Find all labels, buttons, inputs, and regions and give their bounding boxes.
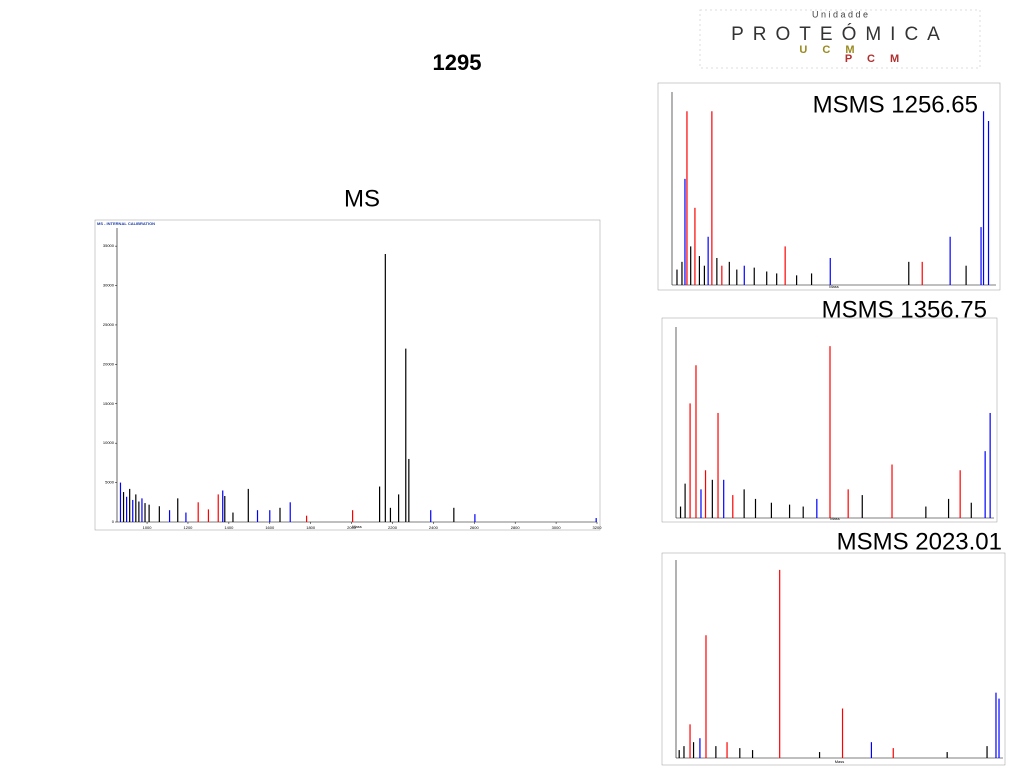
slide-title: 1295 (433, 50, 482, 75)
panel-label: MS (344, 185, 380, 212)
y-tick-label: 0 (112, 519, 115, 524)
panel-label: MSMS 2023.01 (837, 528, 1002, 555)
logo-main: PROTEÓMICA (731, 23, 949, 45)
panel-label: MSMS 1256.65 (813, 91, 978, 118)
x-tick-label: 1800 (306, 525, 316, 530)
x-axis-label: Mass (835, 759, 845, 764)
x-tick-label: 3000 (552, 525, 562, 530)
y-tick-label: 30000 (103, 283, 115, 288)
panel-frame (661, 317, 998, 523)
x-axis-label: Mass (830, 516, 840, 521)
panel-header: MS - INTERNAL CALIBRATION (97, 221, 155, 226)
x-tick-label: 2200 (388, 525, 398, 530)
panel-frame (94, 219, 601, 531)
y-tick-label: 25000 (103, 322, 115, 327)
y-tick-label: 15000 (103, 401, 115, 406)
x-tick-label: 1200 (184, 525, 194, 530)
x-axis-label: Mass (829, 284, 839, 289)
x-tick-label: 1600 (265, 525, 275, 530)
panel-frame (661, 552, 1006, 766)
y-tick-label: 5000 (105, 480, 115, 485)
x-tick-label: 2800 (511, 525, 521, 530)
x-tick-label: 1000 (143, 525, 153, 530)
logo-sub1: U C M (799, 44, 860, 56)
logo-sub2: P C M (845, 53, 905, 65)
y-tick-label: 35000 (103, 243, 115, 248)
x-axis-label: Mass (352, 524, 362, 529)
y-tick-label: 20000 (103, 361, 115, 366)
logo: U n i d a d d e PROTEÓMICA U C M P C M (699, 9, 981, 69)
x-tick-label: 2000 (347, 525, 357, 530)
x-tick-label: 2400 (429, 525, 439, 530)
x-tick-label: 2600 (470, 525, 480, 530)
x-tick-label: 3200 (593, 525, 603, 530)
logo-top: U n i d a d d e (812, 9, 868, 19)
panel-label: MSMS 1356.75 (822, 296, 987, 323)
x-tick-label: 1400 (224, 525, 234, 530)
y-tick-label: 10000 (103, 440, 115, 445)
panel-frame (657, 82, 1001, 291)
logo-frame (699, 9, 981, 69)
